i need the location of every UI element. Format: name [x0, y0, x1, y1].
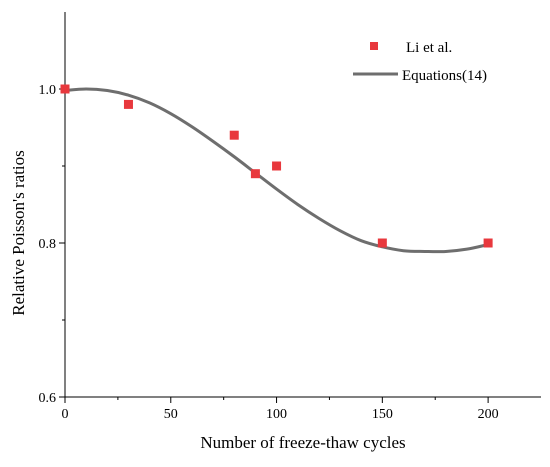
- x-tick-label: 100: [266, 407, 287, 422]
- x-tick-label: 150: [372, 407, 393, 422]
- y-tick-label: 0.6: [39, 391, 57, 406]
- y-axis-title: Relative Poisson's ratios: [9, 150, 28, 316]
- x-tick-label: 200: [478, 407, 499, 422]
- legend-marker-li-et-al: [370, 42, 378, 50]
- fit-curve-equations: [64, 87, 489, 254]
- x-tick-label: 50: [164, 407, 178, 422]
- y-tick-label: 0.8: [39, 237, 57, 252]
- data-point-li-et-al: [123, 99, 133, 109]
- x-tick-label: 0: [62, 407, 69, 422]
- data-point-li-et-al: [483, 238, 493, 248]
- data-point-li-et-al: [250, 169, 260, 179]
- legend-label-li-et-al: Li et al.: [406, 40, 452, 56]
- y-tick-label: 1.0: [39, 83, 57, 98]
- data-point-li-et-al: [60, 84, 70, 94]
- x-axis-title: Number of freeze-thaw cycles: [200, 433, 405, 452]
- legend-label-equations: Equations(14): [402, 68, 487, 84]
- data-point-li-et-al: [377, 238, 387, 248]
- data-point-li-et-al: [272, 161, 282, 171]
- data-point-li-et-al: [229, 130, 239, 140]
